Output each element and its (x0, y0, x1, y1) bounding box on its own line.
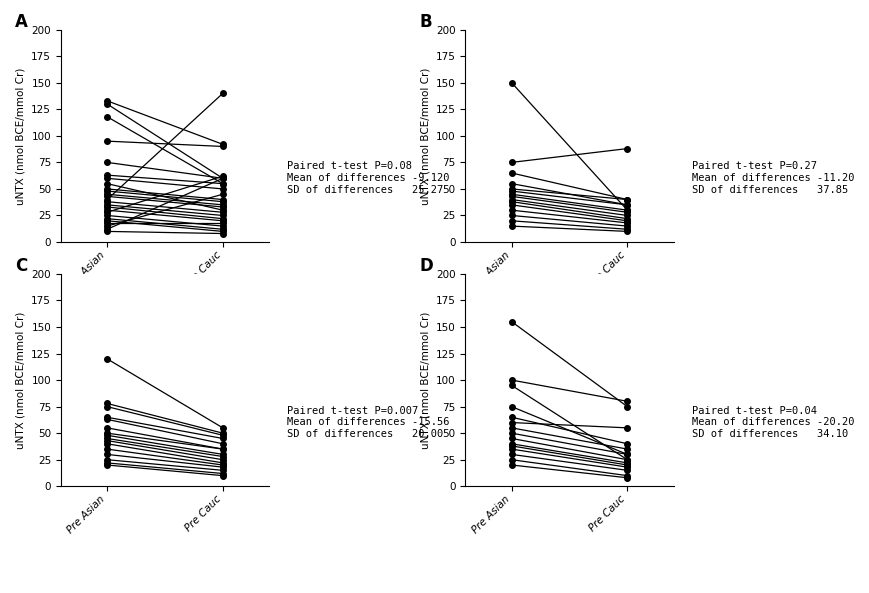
Text: A: A (15, 12, 28, 31)
Y-axis label: uNTX (nmol BCE/mmol Cr): uNTX (nmol BCE/mmol Cr) (421, 67, 430, 205)
Text: Paired t-test P=0.007
Mean of differences -15.56
SD of differences   20.00: Paired t-test P=0.007 Mean of difference… (288, 406, 450, 439)
Text: Paired t-test P=0.08
Mean of differences -9.120
SD of differences   25.27: Paired t-test P=0.08 Mean of differences… (288, 161, 450, 195)
Text: B: B (420, 12, 432, 31)
Y-axis label: uNTX (nmol BCE/mmol Cr): uNTX (nmol BCE/mmol Cr) (16, 311, 26, 449)
Text: Paired t-test P=0.27
Mean of differences -11.20
SD of differences   37.85: Paired t-test P=0.27 Mean of differences… (692, 161, 854, 195)
Y-axis label: uNTX (nmol BCE/mmol Cr): uNTX (nmol BCE/mmol Cr) (421, 311, 430, 449)
Text: D: D (420, 257, 434, 275)
Text: Paired t-test P=0.04
Mean of differences -20.20
SD of differences   34.10: Paired t-test P=0.04 Mean of differences… (692, 406, 854, 439)
Y-axis label: uNTX (nmol BCE/mmol Cr): uNTX (nmol BCE/mmol Cr) (16, 67, 26, 205)
Text: C: C (15, 257, 27, 275)
